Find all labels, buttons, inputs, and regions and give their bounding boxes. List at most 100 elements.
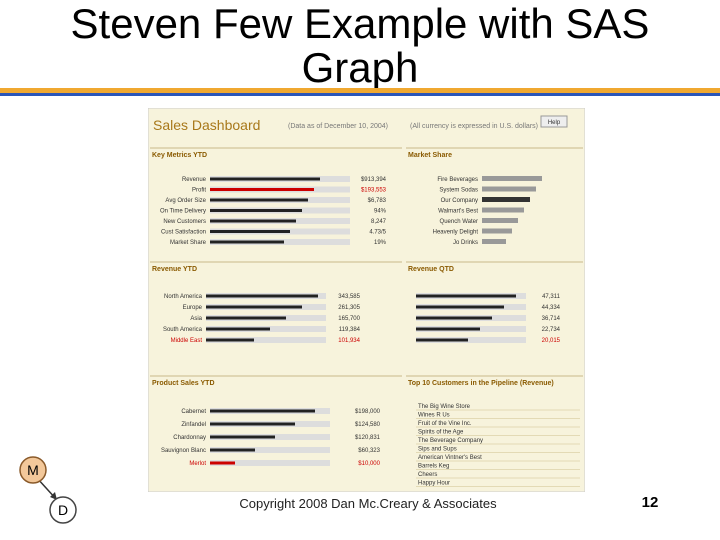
logo: M D: [19, 456, 77, 524]
metric-bar: [210, 240, 284, 244]
region-value: 343,585: [338, 294, 360, 300]
product-band: [210, 447, 330, 453]
metric-value: $913,394: [361, 177, 387, 183]
dashboard-background: [148, 108, 585, 492]
share-bar: [482, 186, 536, 192]
product-label: Zinfandel: [181, 422, 206, 428]
metric-bar: [210, 219, 296, 223]
currency-note: (All currency is expressed in U.S. dolla…: [410, 123, 538, 130]
product-bar: [210, 461, 235, 465]
region-label: South America: [163, 327, 203, 333]
help-button: [540, 115, 568, 128]
share-bar: [482, 239, 506, 244]
share-bar: [482, 176, 542, 181]
accent-rule: [0, 88, 720, 93]
product-bar: [210, 448, 255, 452]
product-value: $60,323: [358, 448, 380, 454]
company-label: System Sodas: [439, 188, 478, 194]
metric-value: 19%: [374, 240, 387, 246]
slide-title: Steven Few Example with SAS Graph: [70, 0, 650, 91]
product-value: $124,580: [355, 422, 381, 428]
logo-circle: [19, 456, 47, 484]
region-band: [206, 337, 326, 343]
region-label: Asia: [190, 316, 202, 322]
customer-name: Spirits of the Age: [418, 430, 464, 436]
dashboard-title: Sales Dashboard: [153, 117, 260, 133]
region-value: 119,384: [339, 327, 361, 333]
metric-bar: [210, 209, 302, 212]
customer-name: The Big Wine Store: [418, 404, 471, 410]
logo-circle: [49, 496, 77, 524]
region-bar: [206, 305, 302, 309]
customer-name: Wines R Us: [418, 413, 450, 419]
product-label: Merlot: [189, 461, 206, 467]
customer-name: Cheers: [418, 472, 437, 478]
company-label: Our Company: [441, 198, 478, 204]
company-label: Jo Drinks: [453, 240, 478, 246]
region-value: 261,305: [338, 305, 360, 311]
product-label: Cabernet: [181, 409, 206, 415]
qtd-bar: [416, 316, 492, 320]
metric-value: $6,783: [368, 198, 387, 204]
product-value: $198,000: [355, 409, 381, 415]
metric-label: Market Share: [170, 240, 207, 246]
metric-label: Avg Order Size: [165, 198, 206, 204]
product-bar: [210, 422, 295, 426]
region-value: 101,934: [338, 338, 360, 344]
page-number: 12: [641, 494, 659, 511]
metric-label: On Time Delivery: [160, 209, 206, 215]
region-label: Europe: [183, 305, 203, 311]
customer-name: Sips and Sups: [418, 447, 457, 453]
qtd-value: 22,734: [542, 327, 561, 333]
qtd-bar: [416, 305, 504, 309]
company-label: Fire Beverages: [437, 177, 478, 183]
metric-label: Profit: [192, 188, 206, 194]
customer-name: Fruit of the Vine Inc.: [418, 421, 472, 427]
qtd-value: 47,311: [542, 294, 561, 300]
region-bar: [206, 316, 286, 320]
region-label: Middle East: [171, 338, 203, 344]
region-bar: [206, 294, 318, 298]
panel-title: Revenue QTD: [408, 266, 454, 273]
qtd-bar: [416, 294, 516, 298]
product-band: [210, 460, 330, 466]
metric-label: New Customers: [163, 219, 206, 225]
panel-title: Key Metrics YTD: [152, 152, 207, 159]
product-bar: [210, 435, 275, 439]
region-bar: [206, 338, 254, 342]
product-label: Chardonnay: [173, 435, 206, 441]
qtd-bar: [416, 327, 480, 331]
share-bar: [482, 228, 512, 234]
customer-name: The Beverage Company: [418, 438, 483, 444]
product-value: $120,831: [355, 435, 381, 441]
date-note: (Data as of December 10, 2004): [288, 123, 388, 130]
footer: Copyright 2008 Dan Mc.Creary & Associate…: [239, 496, 497, 511]
customer-name: Happy Hour: [418, 481, 450, 487]
region-bar: [206, 327, 270, 331]
panel-title: Top 10 Customers in the Pipeline (Revenu…: [408, 380, 554, 387]
share-bar: [482, 197, 530, 202]
metric-label: Cust Satisfaction: [161, 230, 206, 236]
metric-value: 94%: [374, 209, 387, 215]
qtd-bar: [416, 338, 468, 342]
panel-title: Revenue YTD: [152, 266, 197, 273]
metric-bar: [210, 230, 290, 233]
metric-value: 4.73/5: [369, 230, 386, 236]
share-bar: [482, 207, 524, 213]
metric-bar: [210, 198, 308, 202]
logo-letter: M: [27, 462, 39, 478]
dashboard-screenshot: Sales Dashboard (Data as of December 10, …: [148, 108, 585, 492]
metric-value: $193,553: [361, 188, 387, 194]
qtd-value: 44,334: [542, 305, 561, 311]
company-label: Walmart's Best: [438, 209, 478, 215]
qtd-band: [416, 337, 526, 343]
company-label: Heavenly Delight: [433, 230, 479, 236]
logo-arrowhead: [50, 492, 57, 500]
panel-title: Product Sales YTD: [152, 380, 215, 387]
product-label: Sauvignon Blanc: [161, 448, 206, 454]
metric-value: 8,247: [371, 219, 387, 225]
qtd-value: 20,015: [542, 338, 561, 344]
metric-bar: [210, 177, 320, 181]
share-bar: [482, 218, 518, 223]
